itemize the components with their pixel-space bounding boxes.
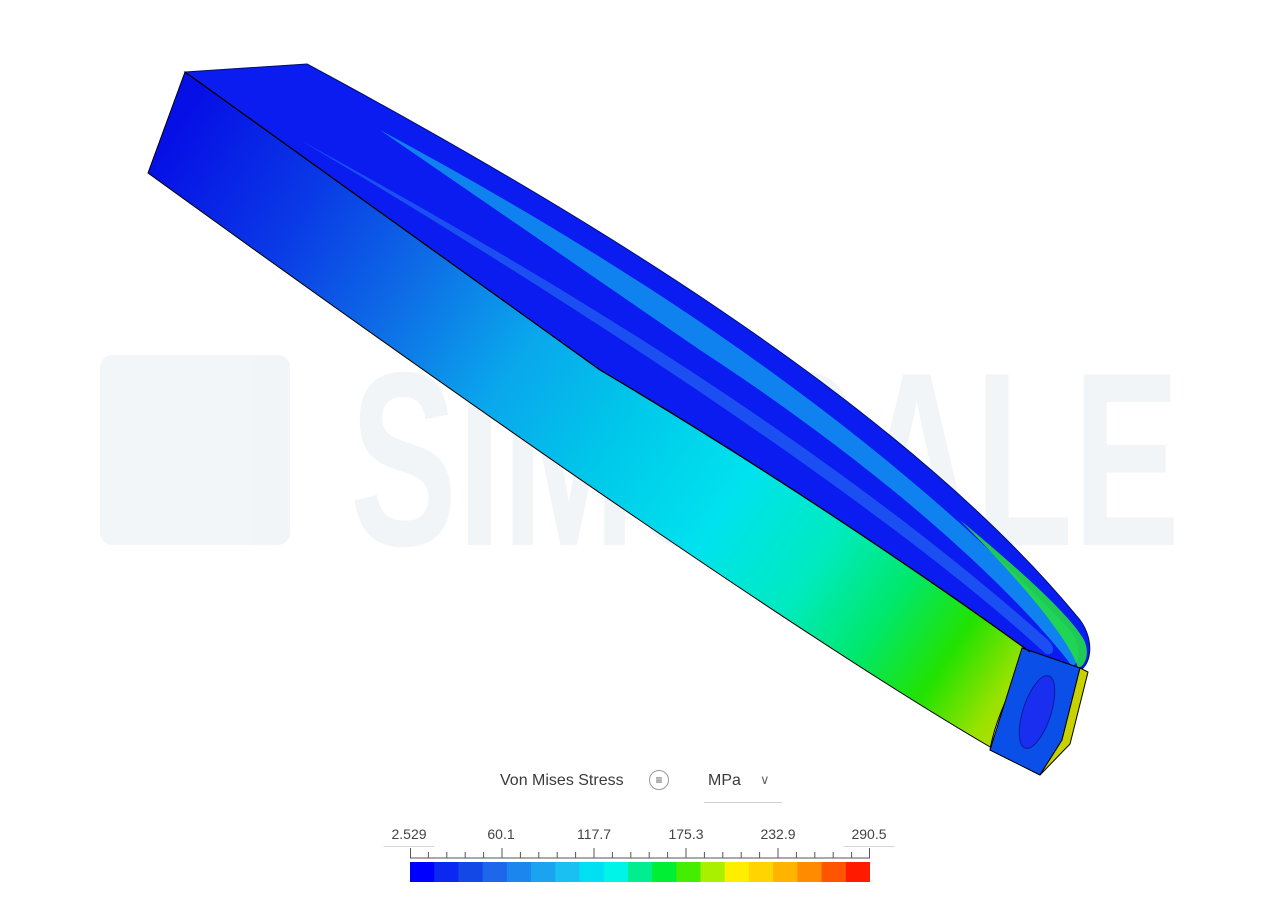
tick-label: 117.7 bbox=[577, 826, 611, 842]
colorbar-segment bbox=[627, 862, 653, 882]
colorbar-segment bbox=[458, 862, 484, 882]
tick-label: 60.1 bbox=[487, 826, 515, 842]
result-legend-header: Von Mises Stress ≡ MPa ∨ bbox=[0, 764, 1280, 804]
model-edge-line bbox=[184, 71, 1031, 653]
colorbar-segment bbox=[579, 862, 605, 882]
unit-label: MPa bbox=[708, 772, 741, 789]
end-face-rim bbox=[1039, 667, 1089, 776]
top-face-hot-edge bbox=[960, 520, 1087, 668]
colorbar-segment bbox=[797, 862, 823, 882]
colorbar-segment bbox=[652, 862, 677, 882]
watermark-logo-mark bbox=[100, 355, 290, 545]
colorbar-segment bbox=[531, 862, 556, 882]
colorbar-segment bbox=[482, 862, 508, 882]
tick-label: 175.3 bbox=[668, 826, 704, 842]
colorbar-segment bbox=[676, 862, 702, 882]
colorbar-segment bbox=[555, 862, 580, 882]
colorbar-segment bbox=[603, 862, 629, 882]
list-icon[interactable]: ≡ bbox=[649, 770, 669, 790]
colorbar-segment bbox=[748, 862, 774, 882]
colorbar-segment bbox=[506, 862, 532, 882]
simulation-model bbox=[147, 63, 1091, 776]
tick-label-min[interactable]: 2.529 bbox=[383, 826, 435, 847]
colorbar-segment bbox=[845, 862, 870, 882]
colorbar-segment bbox=[821, 862, 847, 882]
colorbar-segment bbox=[773, 862, 798, 882]
chevron-down-icon: ∨ bbox=[760, 772, 770, 787]
tick-label: 232.9 bbox=[760, 826, 796, 842]
legend-tick-labels: 2.529 60.1 117.7 175.3 232.9 290.5 bbox=[0, 822, 1280, 847]
legend-title: Von Mises Stress bbox=[500, 772, 624, 789]
unit-select[interactable]: MPa ∨ bbox=[704, 764, 782, 803]
tick-label-max[interactable]: 290.5 bbox=[843, 826, 895, 847]
colorbar-segment bbox=[410, 862, 435, 882]
colorbar-segment bbox=[700, 862, 726, 882]
colorbar-segment bbox=[724, 862, 750, 882]
end-face-inner bbox=[1018, 675, 1056, 749]
colorbar-segment bbox=[434, 862, 459, 882]
legend-colorbar bbox=[410, 848, 870, 882]
